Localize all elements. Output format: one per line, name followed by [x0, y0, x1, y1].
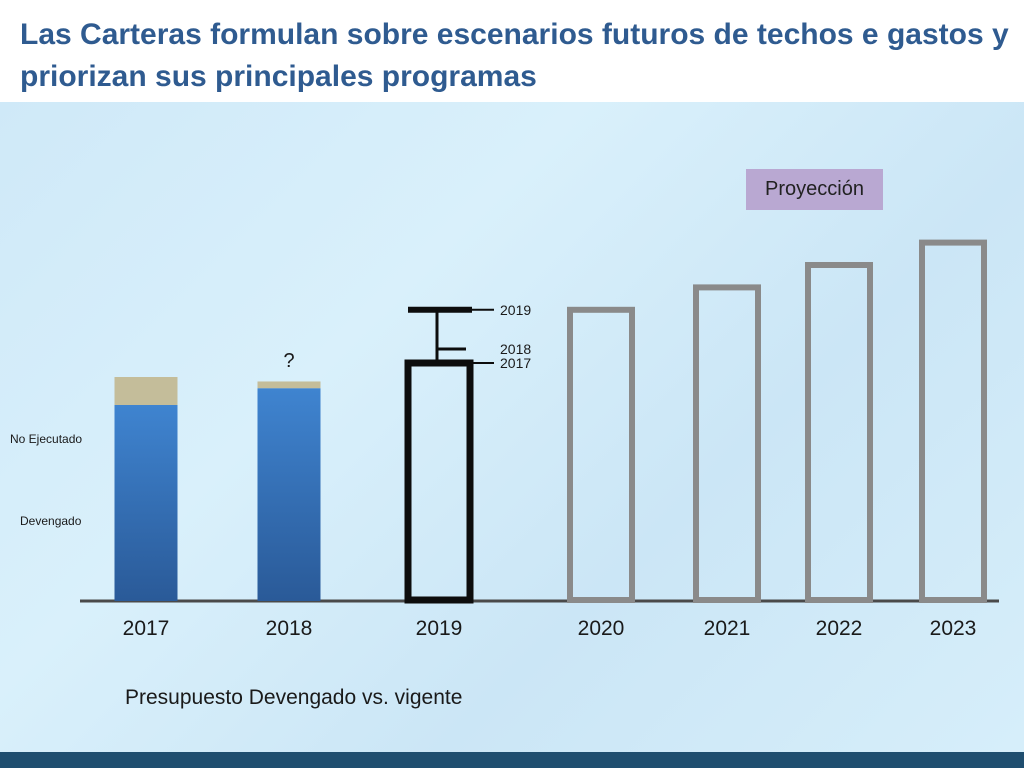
bar-no-ejecutado [257, 381, 321, 389]
slide-title: Las Carteras formulan sobre escenarios f… [20, 18, 1009, 93]
outline-bar-2019 [404, 359, 474, 604]
bar-devengado [257, 388, 321, 601]
question-mark-label: ? [283, 350, 294, 372]
year-marker-label: 2018 [500, 341, 531, 357]
projection-badge: Proyección [746, 169, 883, 210]
x-tick-label: 2018 [266, 617, 313, 640]
outline-bar-projection [805, 262, 873, 603]
year-marker-label: 2017 [500, 355, 531, 371]
chart-caption: Presupuesto Devengado vs. vigente [125, 686, 463, 709]
x-tick-label: 2021 [704, 617, 751, 640]
x-tick-label: 2020 [578, 617, 625, 640]
x-tick-label: 2017 [123, 617, 170, 640]
title-bar: Las Carteras formulan sobre escenarios f… [0, 0, 1024, 102]
x-tick-label: 2019 [416, 617, 463, 640]
x-tick-label: 2022 [816, 617, 863, 640]
outline-bar-projection [567, 306, 635, 603]
label-devengado: Devengado [20, 514, 82, 528]
outline-bar-projection [919, 239, 987, 603]
outline-bar-projection [693, 284, 761, 603]
bar-devengado [114, 405, 178, 601]
year-marker-label: 2019 [500, 302, 531, 318]
bar-no-ejecutado [114, 377, 178, 405]
x-tick-label: 2023 [930, 617, 977, 640]
label-no-ejecutado: No Ejecutado [10, 432, 82, 446]
bottom-bar [0, 752, 1024, 768]
